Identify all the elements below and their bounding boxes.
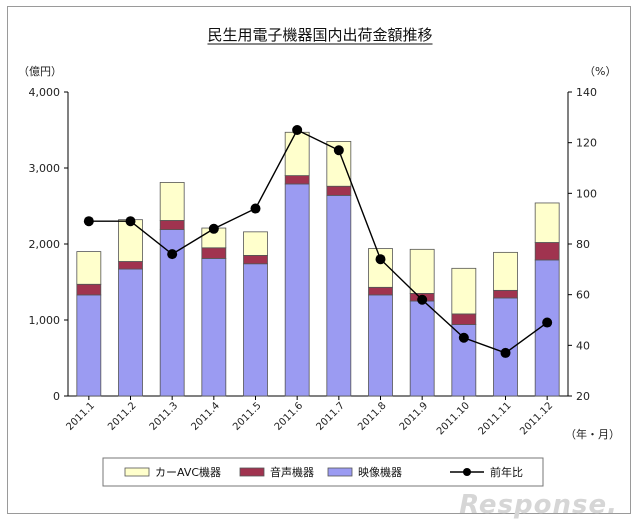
x-tick-label: 2011.3 [148, 400, 181, 433]
watermark-logo: Response. [459, 490, 618, 520]
x-tick-label: 2011.6 [273, 400, 306, 433]
x-axis-unit: （年・月） [565, 427, 620, 441]
legend-swatch [124, 467, 150, 477]
bar-segment-音声機器 [201, 247, 227, 259]
left-tick-label: 4,000 [29, 86, 61, 99]
line-point [250, 203, 261, 214]
line-point [333, 145, 344, 156]
bar-segment-カーAVC機器 [493, 251, 518, 291]
left-tick-label: 0 [53, 390, 60, 403]
bar-segment-音声機器 [243, 254, 268, 265]
legend-swatch [327, 467, 353, 477]
bar-segment-音声機器 [368, 286, 393, 296]
left-axis-unit: （億円） [18, 65, 62, 78]
line-point [292, 125, 303, 135]
legend-swatch [239, 467, 265, 477]
legend-swatch-marker [463, 468, 471, 476]
bar-segment-カーAVC機器 [76, 251, 102, 285]
x-tick-label: 2011.12 [518, 400, 555, 437]
bar-segment-音声機器 [534, 242, 560, 261]
bar-segment-音声機器 [159, 220, 185, 230]
line-point [500, 347, 511, 358]
left-tick-label: 3,000 [29, 162, 61, 175]
legend-label: カーAVC機器 [155, 465, 221, 479]
legend-label: 映像機器 [358, 465, 402, 479]
x-tick-label: 2011.2 [106, 400, 139, 433]
right-tick-label: 60 [576, 289, 590, 302]
line-point [458, 332, 469, 343]
line-前年比 [88, 129, 548, 354]
line-point [375, 254, 386, 265]
right-tick-label: 120 [576, 137, 597, 150]
line-point [542, 317, 553, 328]
x-tick-label: 2011.7 [314, 400, 347, 433]
bar-segment-音声機器 [284, 175, 310, 185]
bar-segment-カーAVC機器 [451, 267, 477, 315]
bar-segment-音声機器 [493, 289, 518, 299]
x-tick-label: 2011.4 [189, 400, 222, 433]
chart-frame [7, 6, 631, 514]
line-point [83, 216, 94, 227]
plot-area: 0 1,000 2,000 3,000 4,000 20 40 60 80 100 120 140 20… [29, 86, 598, 437]
left-tick-label: 2,000 [29, 238, 61, 251]
bar-segment-音声機器 [118, 261, 143, 270]
bar-segment-音声機器 [451, 313, 477, 325]
line-point [417, 294, 428, 305]
bar-segment-映像機器 [284, 183, 310, 397]
x-tick-label: 2011.8 [356, 400, 389, 433]
x-tick-label: 2011.11 [477, 400, 514, 437]
line-point [167, 249, 178, 260]
x-tick-label: 2011.9 [398, 400, 431, 433]
bar-segment-映像機器 [368, 294, 393, 397]
x-tick-label: 2011.10 [435, 400, 472, 437]
legend: カーAVC機器 音声機器 映像機器 前年比 [102, 457, 544, 487]
right-tick-label: 20 [576, 390, 590, 403]
bar-segment-映像機器 [201, 258, 227, 397]
bar-segment-映像機器 [326, 194, 352, 397]
bar-segment-カーAVC機器 [284, 131, 310, 176]
bar-segment-映像機器 [118, 268, 143, 397]
bar-segment-音声機器 [326, 185, 352, 196]
bar-segment-映像機器 [243, 263, 268, 397]
line-point [125, 216, 136, 227]
bar-segment-映像機器 [76, 294, 102, 397]
bar-segment-音声機器 [76, 283, 102, 296]
line-point [208, 223, 219, 234]
x-tick-label: 2011.1 [64, 400, 97, 433]
right-axis-unit: （%） [584, 65, 616, 78]
legend-label: 前年比 [490, 465, 523, 479]
right-tick-label: 140 [576, 86, 597, 99]
bar-segment-カーAVC機器 [534, 202, 560, 243]
bar-segment-カーAVC機器 [409, 248, 435, 294]
left-tick-label: 1,000 [29, 314, 61, 327]
right-tick-label: 100 [576, 187, 597, 200]
x-tick-label: 2011.5 [231, 400, 264, 433]
bar-segment-映像機器 [409, 300, 435, 397]
bar-segment-カーAVC機器 [159, 182, 185, 221]
bar-segment-カーAVC機器 [243, 231, 268, 256]
chart-title: 民生用電子機器国内出荷金額推移 [207, 26, 432, 44]
right-tick-label: 80 [576, 238, 590, 251]
right-tick-label: 40 [576, 339, 590, 352]
legend-label: 音声機器 [270, 465, 314, 479]
